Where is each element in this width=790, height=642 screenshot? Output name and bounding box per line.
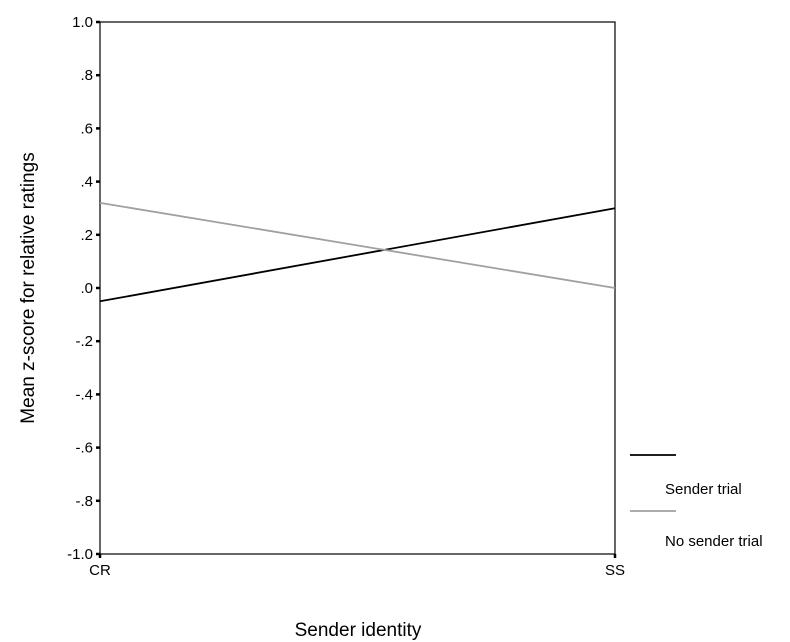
y-tick-label: -1.0: [67, 546, 93, 563]
x-tick-label: CR: [89, 562, 111, 579]
y-tick-label: .8: [80, 67, 93, 84]
y-tick-label: .4: [80, 174, 93, 191]
series-lines: [100, 203, 615, 301]
y-tick-label: 1.0: [72, 14, 93, 31]
y-axis-title: Mean z-score for relative ratings: [18, 152, 39, 423]
legend-label: Sender trial: [665, 481, 742, 498]
y-tick-label: -.4: [75, 386, 93, 403]
y-tick-label: .0: [80, 280, 93, 297]
y-tick-label: -.8: [75, 493, 93, 510]
x-tick-label: SS: [605, 562, 625, 579]
legend-label: No sender trial: [665, 533, 763, 550]
y-tick-label: -.6: [75, 440, 93, 457]
y-tick-label: .2: [80, 227, 93, 244]
x-axis-title: Sender identity: [295, 620, 422, 641]
x-axis: CR SS: [89, 554, 625, 579]
legend: Sender trial No sender trial: [630, 455, 763, 550]
y-axis: 1.0 .8 .6 .4 .2 .0 -.2 -.4 -.6 -.8 -1.0: [67, 14, 100, 563]
y-tick-label: -.2: [75, 333, 93, 350]
series-line: [100, 203, 615, 288]
y-tick-label: .6: [80, 120, 93, 137]
series-line: [100, 208, 615, 301]
